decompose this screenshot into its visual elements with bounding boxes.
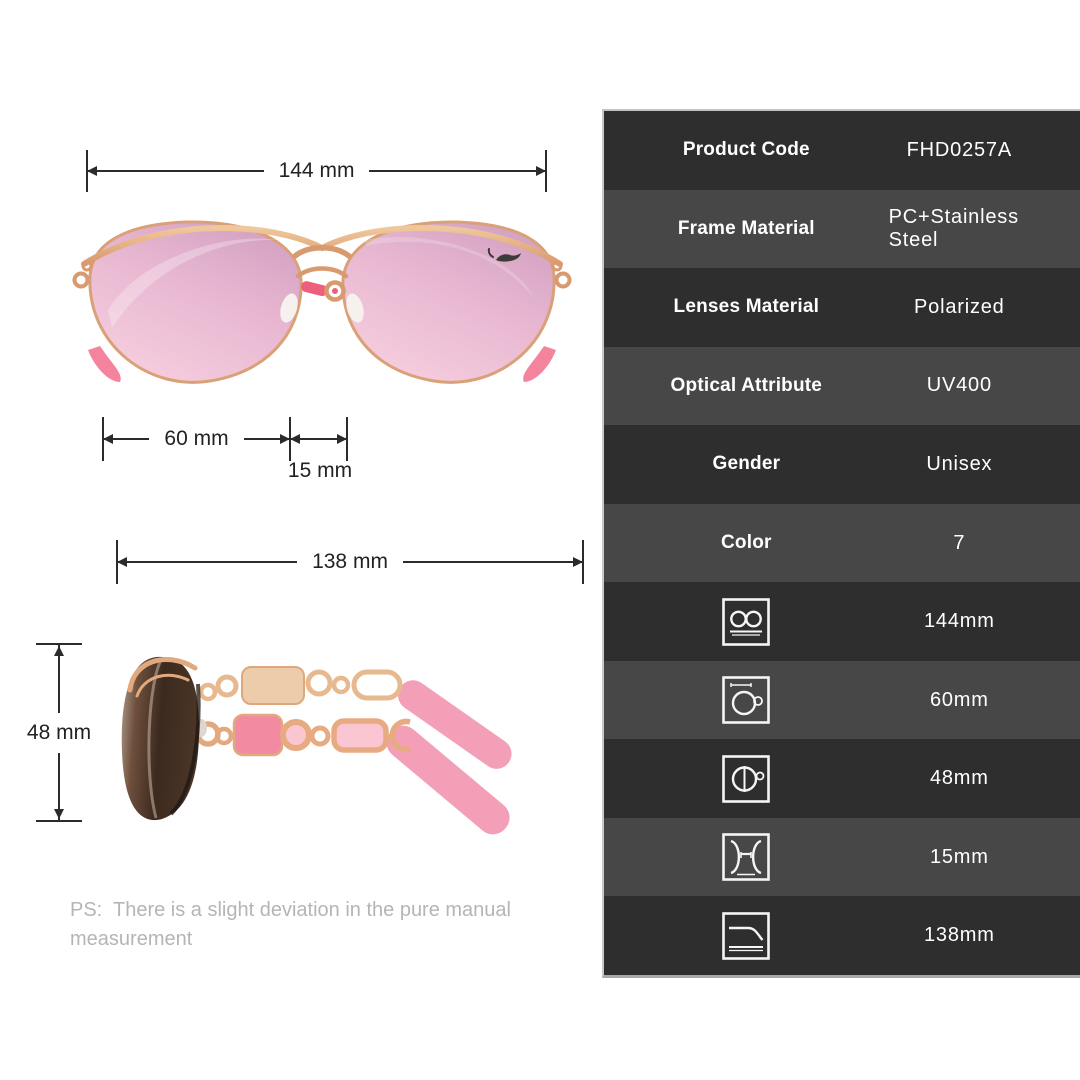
spec-row-bridge-width: 15mm — [604, 817, 1080, 897]
spec-value: 48mm — [929, 767, 989, 790]
spec-row-product-code: Product Code FHD0257A — [604, 111, 1080, 190]
spec-value: 15mm — [929, 845, 989, 868]
spec-row-lenses-material: Lenses Material Polarized — [604, 268, 1080, 347]
spec-row-frame-material: Frame Material PC+Stainless Steel — [604, 189, 1080, 269]
spec-value: Polarized — [914, 295, 1005, 318]
spec-row-total-width: 144mm — [604, 582, 1080, 661]
dimension-lens-height-label: 48 mm — [24, 712, 94, 753]
spec-row-optical-attribute: Optical Attribute UV400 — [604, 346, 1080, 426]
dimension-tick — [36, 820, 82, 822]
dimension-tick — [36, 643, 82, 645]
dimension-arrow-up — [53, 646, 64, 656]
bridge-width-icon — [722, 833, 771, 881]
spec-row-lens-height: 48mm — [604, 739, 1080, 818]
sunglasses-side-photo — [121, 656, 512, 835]
dimension-tick — [545, 150, 548, 192]
brand-logo — [487, 248, 521, 262]
spec-row-temple-length: 138mm — [604, 896, 1080, 976]
dimension-arrow-right — [369, 165, 546, 176]
spec-value: Unisex — [926, 452, 993, 475]
spec-value: FHD0257A — [906, 138, 1012, 161]
dimension-bridge-width-label: 15 mm — [287, 459, 353, 482]
dimension-tick — [86, 150, 88, 192]
dimension-lens-height: 48 mm — [24, 643, 94, 822]
dimension-arrow-left — [116, 556, 298, 567]
spec-value: 138mm — [923, 924, 995, 947]
dimension-arrow-left — [87, 165, 264, 176]
spec-value: UV400 — [926, 374, 992, 397]
measurement-note: PS: There is a slight deviation in the p… — [70, 899, 517, 950]
spec-row-gender: Gender Unisex — [604, 425, 1080, 504]
dimension-bridge-width — [290, 417, 348, 461]
dimension-total-width: 144 mm — [86, 150, 548, 192]
spec-label: Product Code — [682, 139, 810, 161]
spec-value: PC+Stainless Steel — [888, 205, 1019, 251]
dimension-temple-length: 138 mm — [116, 540, 585, 584]
spec-label: Color — [721, 532, 772, 553]
dimension-double-arrow — [290, 433, 347, 444]
spec-row-color: Color 7 — [604, 503, 1080, 583]
spec-label: Optical Attribute — [670, 374, 823, 396]
dimension-lens-width-label: 60 mm — [164, 427, 229, 450]
spec-label: Gender — [712, 453, 781, 475]
dimension-arrow-right — [243, 433, 291, 444]
dimension-lens-width: 60 mm — [102, 417, 291, 461]
dimension-tick — [582, 540, 585, 584]
dimension-arrow-left — [102, 433, 150, 444]
dimension-arrow-down — [53, 809, 64, 819]
spec-label: Lenses Material — [673, 296, 820, 318]
dimension-total-width-label: 144 mm — [278, 159, 355, 182]
lens-width-icon — [722, 676, 771, 724]
spec-label: Frame Material — [677, 217, 815, 239]
temple-length-icon — [722, 911, 771, 960]
spec-value: 7 — [953, 531, 966, 554]
dimension-temple-length-label: 138 mm — [312, 550, 388, 573]
spec-value: 60mm — [929, 688, 989, 711]
lens-height-icon — [722, 754, 771, 803]
spec-table: Product Code FHD0257A Frame Material PC+… — [602, 109, 1080, 978]
glasses-front-icon — [722, 597, 771, 646]
dimension-arrow-right — [402, 556, 584, 567]
sunglasses-front-photo — [72, 220, 572, 384]
spec-value: 144mm — [923, 610, 995, 633]
spec-row-lens-width: 60mm — [604, 660, 1080, 740]
dimension-tick — [346, 417, 348, 461]
